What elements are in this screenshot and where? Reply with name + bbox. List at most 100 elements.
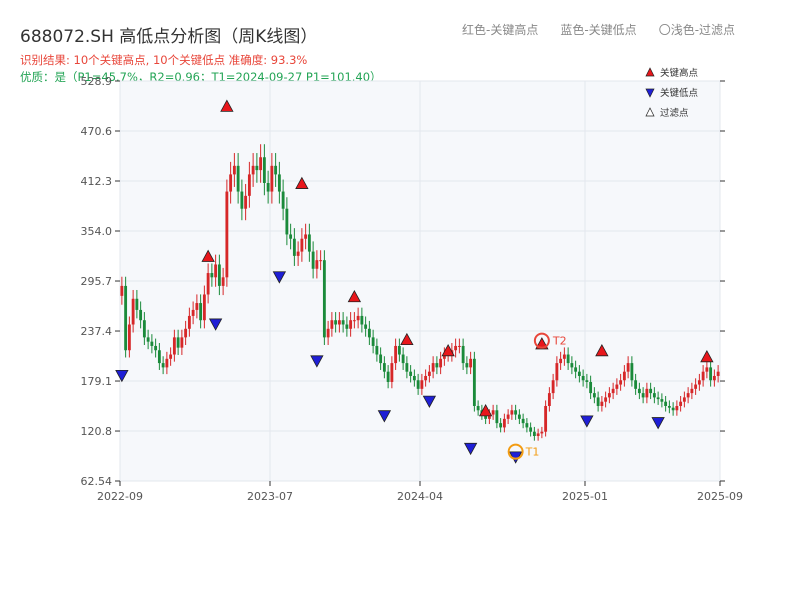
y-tick-label: 237.4 [81,325,113,338]
candle-body [401,354,405,364]
candle-body [679,401,683,406]
candle [525,418,529,433]
candle-body [157,350,161,364]
top-legend: 红色-关键高点 蓝色-关键低点 〇浅色-过滤点 [462,21,735,38]
x-tick-label: 2025-09 [697,490,743,503]
candle [120,276,124,305]
candle [596,391,600,412]
key-high-marker [441,343,455,357]
candle-body [367,328,371,338]
candle-body [705,367,709,372]
key-high-marker [478,404,493,417]
candle [409,365,413,383]
candle [352,312,356,329]
candle-body [131,298,135,325]
t1-label: T1 [525,446,540,459]
candle [382,356,386,379]
candle [202,285,206,329]
candle-body [615,384,619,389]
candle [330,312,334,337]
y-tick-label: 354.0 [81,225,113,238]
candle-body [716,371,720,376]
candle [304,223,308,250]
legend-label: 关键低点 [660,87,699,99]
candle [424,369,428,387]
key-high-marker [220,99,234,112]
candle-body [637,388,641,394]
candle [195,294,199,319]
candle-body [191,309,195,316]
candle [536,428,540,441]
candle-body [491,410,495,415]
candle [244,183,248,221]
candle-body [165,358,169,368]
result-summary: 识别结果: 10个关键高点, 10个关键低点 准确度: 93.3% [20,53,308,67]
candle [701,365,705,387]
candle-body [454,345,458,351]
candle-body [244,195,248,209]
candle [206,263,210,304]
candle-body [694,384,698,389]
candle-body [461,345,465,364]
candle [442,347,446,366]
candle-body [544,405,548,432]
candle-body [352,320,356,322]
candle [622,365,626,387]
candle [236,153,240,204]
candle-body [214,264,218,278]
candle-body [360,315,364,325]
candle-body [154,345,158,351]
candle-body [120,285,124,296]
candle-body [529,427,533,432]
candle-body [199,303,203,321]
candle [577,365,581,383]
candle-body [690,388,694,394]
candle [630,356,634,387]
candle-body [502,418,506,428]
candle [562,347,566,366]
y-tick-label: 412.3 [81,175,113,188]
candle [307,223,311,262]
key-low-marker [208,318,223,331]
candle-body [375,345,379,355]
candle [675,400,679,416]
candle-body [540,431,544,434]
candle-body [442,354,446,359]
candle [581,369,585,387]
candle [199,294,203,329]
candle-body [416,380,420,389]
candle-body [142,320,146,338]
candle-body [559,358,563,364]
candle-body [247,174,251,196]
candle-body [476,405,480,411]
candle [266,170,270,204]
candle-body [514,410,518,415]
key-low-marker [272,271,287,284]
candle-body [296,251,300,256]
legend-label: 过滤点 [660,107,689,119]
candle [547,387,551,412]
candle [240,179,244,221]
candle-body [619,380,623,385]
candle-body [382,363,386,372]
candle-body [315,260,319,269]
candle-body [364,324,368,329]
candle-body [457,345,461,347]
candle-body [405,363,409,372]
candle-body [259,157,263,171]
candle [262,144,266,196]
candle [180,329,184,355]
candle [386,365,390,389]
candle [615,378,619,395]
candle-body [626,363,630,372]
candle [225,179,229,287]
candle [375,338,379,362]
candle [281,179,285,221]
candle-body [600,401,604,406]
candle-body [521,418,525,424]
candle [712,369,716,387]
legend-label: 关键高点 [660,67,699,79]
candle [334,312,338,333]
candle-body [562,354,566,359]
candle-body [686,393,690,398]
